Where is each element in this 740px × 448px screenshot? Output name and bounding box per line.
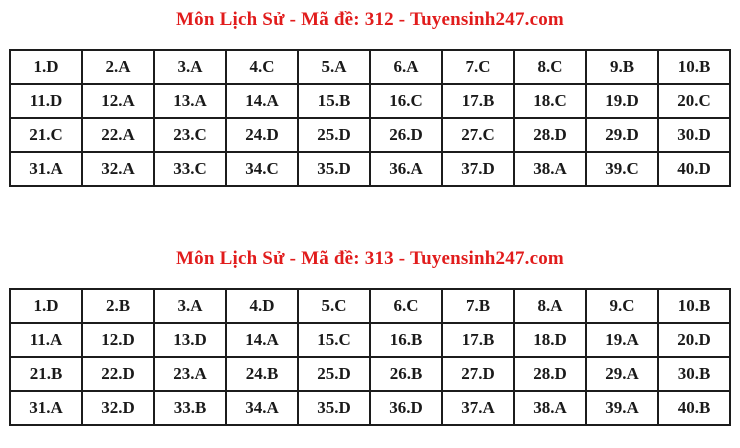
answer-cell: 29.D bbox=[585, 117, 659, 153]
answer-cell: 21.C bbox=[9, 117, 83, 153]
answer-cell: 2.A bbox=[81, 49, 155, 85]
answer-cell: 30.D bbox=[657, 117, 731, 153]
answer-row: 31.A 32.A 33.C 34.C 35.D 36.A 37.D 38.A 39.C 40.D bbox=[9, 151, 731, 187]
answer-cell: 25.D bbox=[297, 356, 371, 392]
answer-cell: 26.B bbox=[369, 356, 443, 392]
answer-cell: 18.D bbox=[513, 322, 587, 358]
answer-cell: 4.D bbox=[225, 288, 299, 324]
answer-key-section-312: Môn Lịch Sử - Mã đề: 312 - Tuyensinh247.… bbox=[0, 8, 740, 187]
answer-cell: 20.C bbox=[657, 83, 731, 119]
answer-cell: 33.B bbox=[153, 390, 227, 426]
answer-cell: 40.B bbox=[657, 390, 731, 426]
answer-cell: 10.B bbox=[657, 288, 731, 324]
answer-cell: 9.B bbox=[585, 49, 659, 85]
answer-cell: 36.A bbox=[369, 151, 443, 187]
answer-cell: 19.A bbox=[585, 322, 659, 358]
answer-cell: 20.D bbox=[657, 322, 731, 358]
answer-row: 1.D 2.B 3.A 4.D 5.C 6.C 7.B 8.A 9.C 10.B bbox=[9, 288, 731, 324]
answer-row: 11.D 12.A 13.A 14.A 15.B 16.C 17.B 18.C 19.D 20.C bbox=[9, 83, 731, 119]
answer-cell: 1.D bbox=[9, 288, 83, 324]
answer-cell: 26.D bbox=[369, 117, 443, 153]
answer-cell: 39.A bbox=[585, 390, 659, 426]
answer-cell: 16.B bbox=[369, 322, 443, 358]
answer-cell: 34.C bbox=[225, 151, 299, 187]
answer-cell: 17.B bbox=[441, 83, 515, 119]
answer-cell: 35.D bbox=[297, 390, 371, 426]
answer-cell: 24.D bbox=[225, 117, 299, 153]
answer-table-313: 1.D 2.B 3.A 4.D 5.C 6.C 7.B 8.A 9.C 10.B 11.A 12.D 1… bbox=[9, 288, 731, 426]
answer-cell: 2.B bbox=[81, 288, 155, 324]
answer-cell: 13.D bbox=[153, 322, 227, 358]
answer-cell: 25.D bbox=[297, 117, 371, 153]
answer-cell: 16.C bbox=[369, 83, 443, 119]
answer-table-312: 1.D 2.A 3.A 4.C 5.A 6.A 7.C 8.C 9.B 10.B 11.D 12.A 1… bbox=[9, 49, 731, 187]
answer-cell: 34.A bbox=[225, 390, 299, 426]
answer-cell: 38.A bbox=[513, 390, 587, 426]
answer-cell: 30.B bbox=[657, 356, 731, 392]
answer-cell: 15.C bbox=[297, 322, 371, 358]
answer-cell: 28.D bbox=[513, 117, 587, 153]
answer-cell: 18.C bbox=[513, 83, 587, 119]
section-title-312: Môn Lịch Sử - Mã đề: 312 - Tuyensinh247.… bbox=[176, 9, 564, 30]
answer-cell: 38.A bbox=[513, 151, 587, 187]
answer-cell: 19.D bbox=[585, 83, 659, 119]
answer-row: 21.B 22.D 23.A 24.B 25.D 26.B 27.D 28.D 29.A 30.B bbox=[9, 356, 731, 392]
answer-cell: 32.D bbox=[81, 390, 155, 426]
answer-cell: 5.C bbox=[297, 288, 371, 324]
answer-cell: 39.C bbox=[585, 151, 659, 187]
answer-cell: 8.C bbox=[513, 49, 587, 85]
answer-cell: 7.C bbox=[441, 49, 515, 85]
answer-cell: 10.B bbox=[657, 49, 731, 85]
answer-cell: 21.B bbox=[9, 356, 83, 392]
answer-cell: 11.D bbox=[9, 83, 83, 119]
answer-cell: 6.C bbox=[369, 288, 443, 324]
answer-cell: 32.A bbox=[81, 151, 155, 187]
answer-row: 31.A 32.D 33.B 34.A 35.D 36.D 37.A 38.A 39.A 40.B bbox=[9, 390, 731, 426]
answer-cell: 37.D bbox=[441, 151, 515, 187]
answer-cell: 1.D bbox=[9, 49, 83, 85]
answer-cell: 31.A bbox=[9, 390, 83, 426]
answer-cell: 35.D bbox=[297, 151, 371, 187]
answer-cell: 5.A bbox=[297, 49, 371, 85]
answer-cell: 12.D bbox=[81, 322, 155, 358]
answer-cell: 7.B bbox=[441, 288, 515, 324]
answer-cell: 12.A bbox=[81, 83, 155, 119]
answer-cell: 14.A bbox=[225, 322, 299, 358]
answer-row: 11.A 12.D 13.D 14.A 15.C 16.B 17.B 18.D 19.A 20.D bbox=[9, 322, 731, 358]
answer-cell: 28.D bbox=[513, 356, 587, 392]
answer-key-section-313: Môn Lịch Sử - Mã đề: 313 - Tuyensinh247.… bbox=[0, 247, 740, 426]
answer-cell: 37.A bbox=[441, 390, 515, 426]
answer-cell: 3.A bbox=[153, 288, 227, 324]
answer-cell: 36.D bbox=[369, 390, 443, 426]
answer-cell: 27.D bbox=[441, 356, 515, 392]
answer-cell: 23.A bbox=[153, 356, 227, 392]
answer-cell: 27.C bbox=[441, 117, 515, 153]
answer-cell: 31.A bbox=[9, 151, 83, 187]
answer-cell: 8.A bbox=[513, 288, 587, 324]
section-title-313: Môn Lịch Sử - Mã đề: 313 - Tuyensinh247.… bbox=[176, 248, 564, 269]
answer-cell: 22.A bbox=[81, 117, 155, 153]
answer-cell: 24.B bbox=[225, 356, 299, 392]
answer-cell: 13.A bbox=[153, 83, 227, 119]
answer-row: 21.C 22.A 23.C 24.D 25.D 26.D 27.C 28.D 29.D 30.D bbox=[9, 117, 731, 153]
answer-cell: 29.A bbox=[585, 356, 659, 392]
answer-cell: 17.B bbox=[441, 322, 515, 358]
answer-cell: 40.D bbox=[657, 151, 731, 187]
answer-cell: 15.B bbox=[297, 83, 371, 119]
answer-cell: 14.A bbox=[225, 83, 299, 119]
answer-cell: 6.A bbox=[369, 49, 443, 85]
answer-cell: 4.C bbox=[225, 49, 299, 85]
answer-cell: 33.C bbox=[153, 151, 227, 187]
answer-cell: 11.A bbox=[9, 322, 83, 358]
answer-cell: 22.D bbox=[81, 356, 155, 392]
answer-cell: 23.C bbox=[153, 117, 227, 153]
answer-cell: 9.C bbox=[585, 288, 659, 324]
answer-row: 1.D 2.A 3.A 4.C 5.A 6.A 7.C 8.C 9.B 10.B bbox=[9, 49, 731, 85]
answer-cell: 3.A bbox=[153, 49, 227, 85]
